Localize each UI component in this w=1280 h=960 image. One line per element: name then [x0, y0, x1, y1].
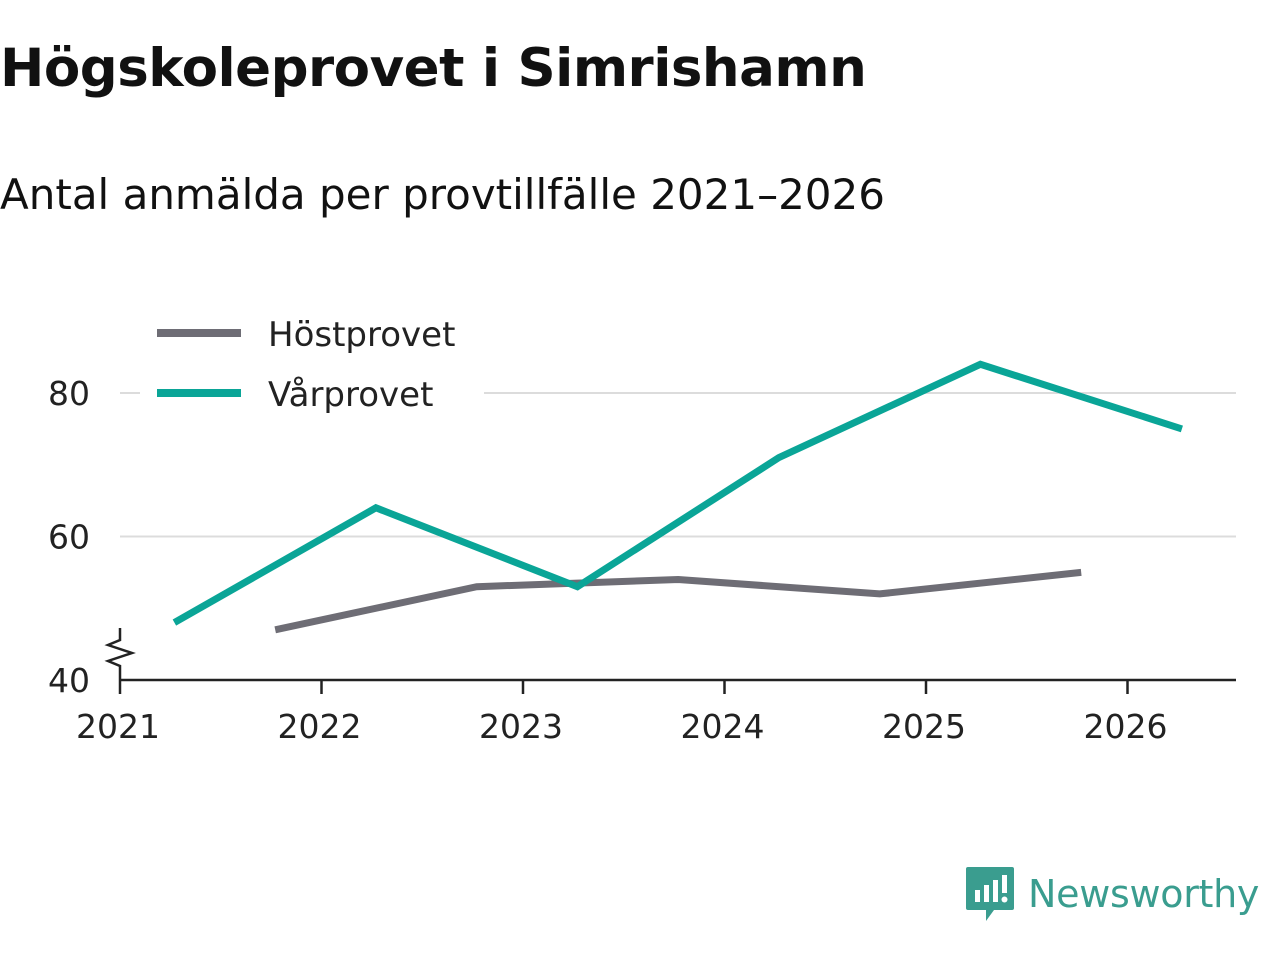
y-axis-break [104, 628, 136, 680]
legend-label: Vårprovet [268, 375, 433, 415]
y-tick-label: 40 [48, 661, 90, 700]
series-line-varprovet [172, 360, 1183, 626]
legend-label: Höstprovet [268, 315, 455, 355]
legend-background [140, 302, 484, 428]
chart-subtitle: Antal anmälda per provtillfälle 2021–202… [0, 170, 885, 219]
axes: 40 60 80 2021 2022 2023 2024 2025 2026 [48, 374, 1236, 746]
x-tick-label: 2026 [1084, 707, 1168, 746]
y-tick-label: 60 [48, 518, 90, 557]
x-tick-label: 2025 [882, 707, 966, 746]
brand-name: Newsworthy [1028, 872, 1260, 916]
x-tick-label: 2021 [76, 707, 160, 746]
x-tick-label: 2024 [681, 707, 765, 746]
brand-logo: Newsworthy [964, 864, 1259, 924]
series-lines [172, 360, 1183, 634]
chart-title: Högskoleprovet i Simrishamn [0, 38, 867, 99]
x-tick-label: 2023 [479, 707, 563, 746]
series-line-hostprovet [274, 568, 1082, 634]
x-tick-label: 2022 [278, 707, 362, 746]
newsworthy-logo-icon [966, 867, 1014, 921]
y-tick-label: 80 [48, 374, 90, 413]
legend: Höstprovet Vårprovet [140, 302, 484, 428]
